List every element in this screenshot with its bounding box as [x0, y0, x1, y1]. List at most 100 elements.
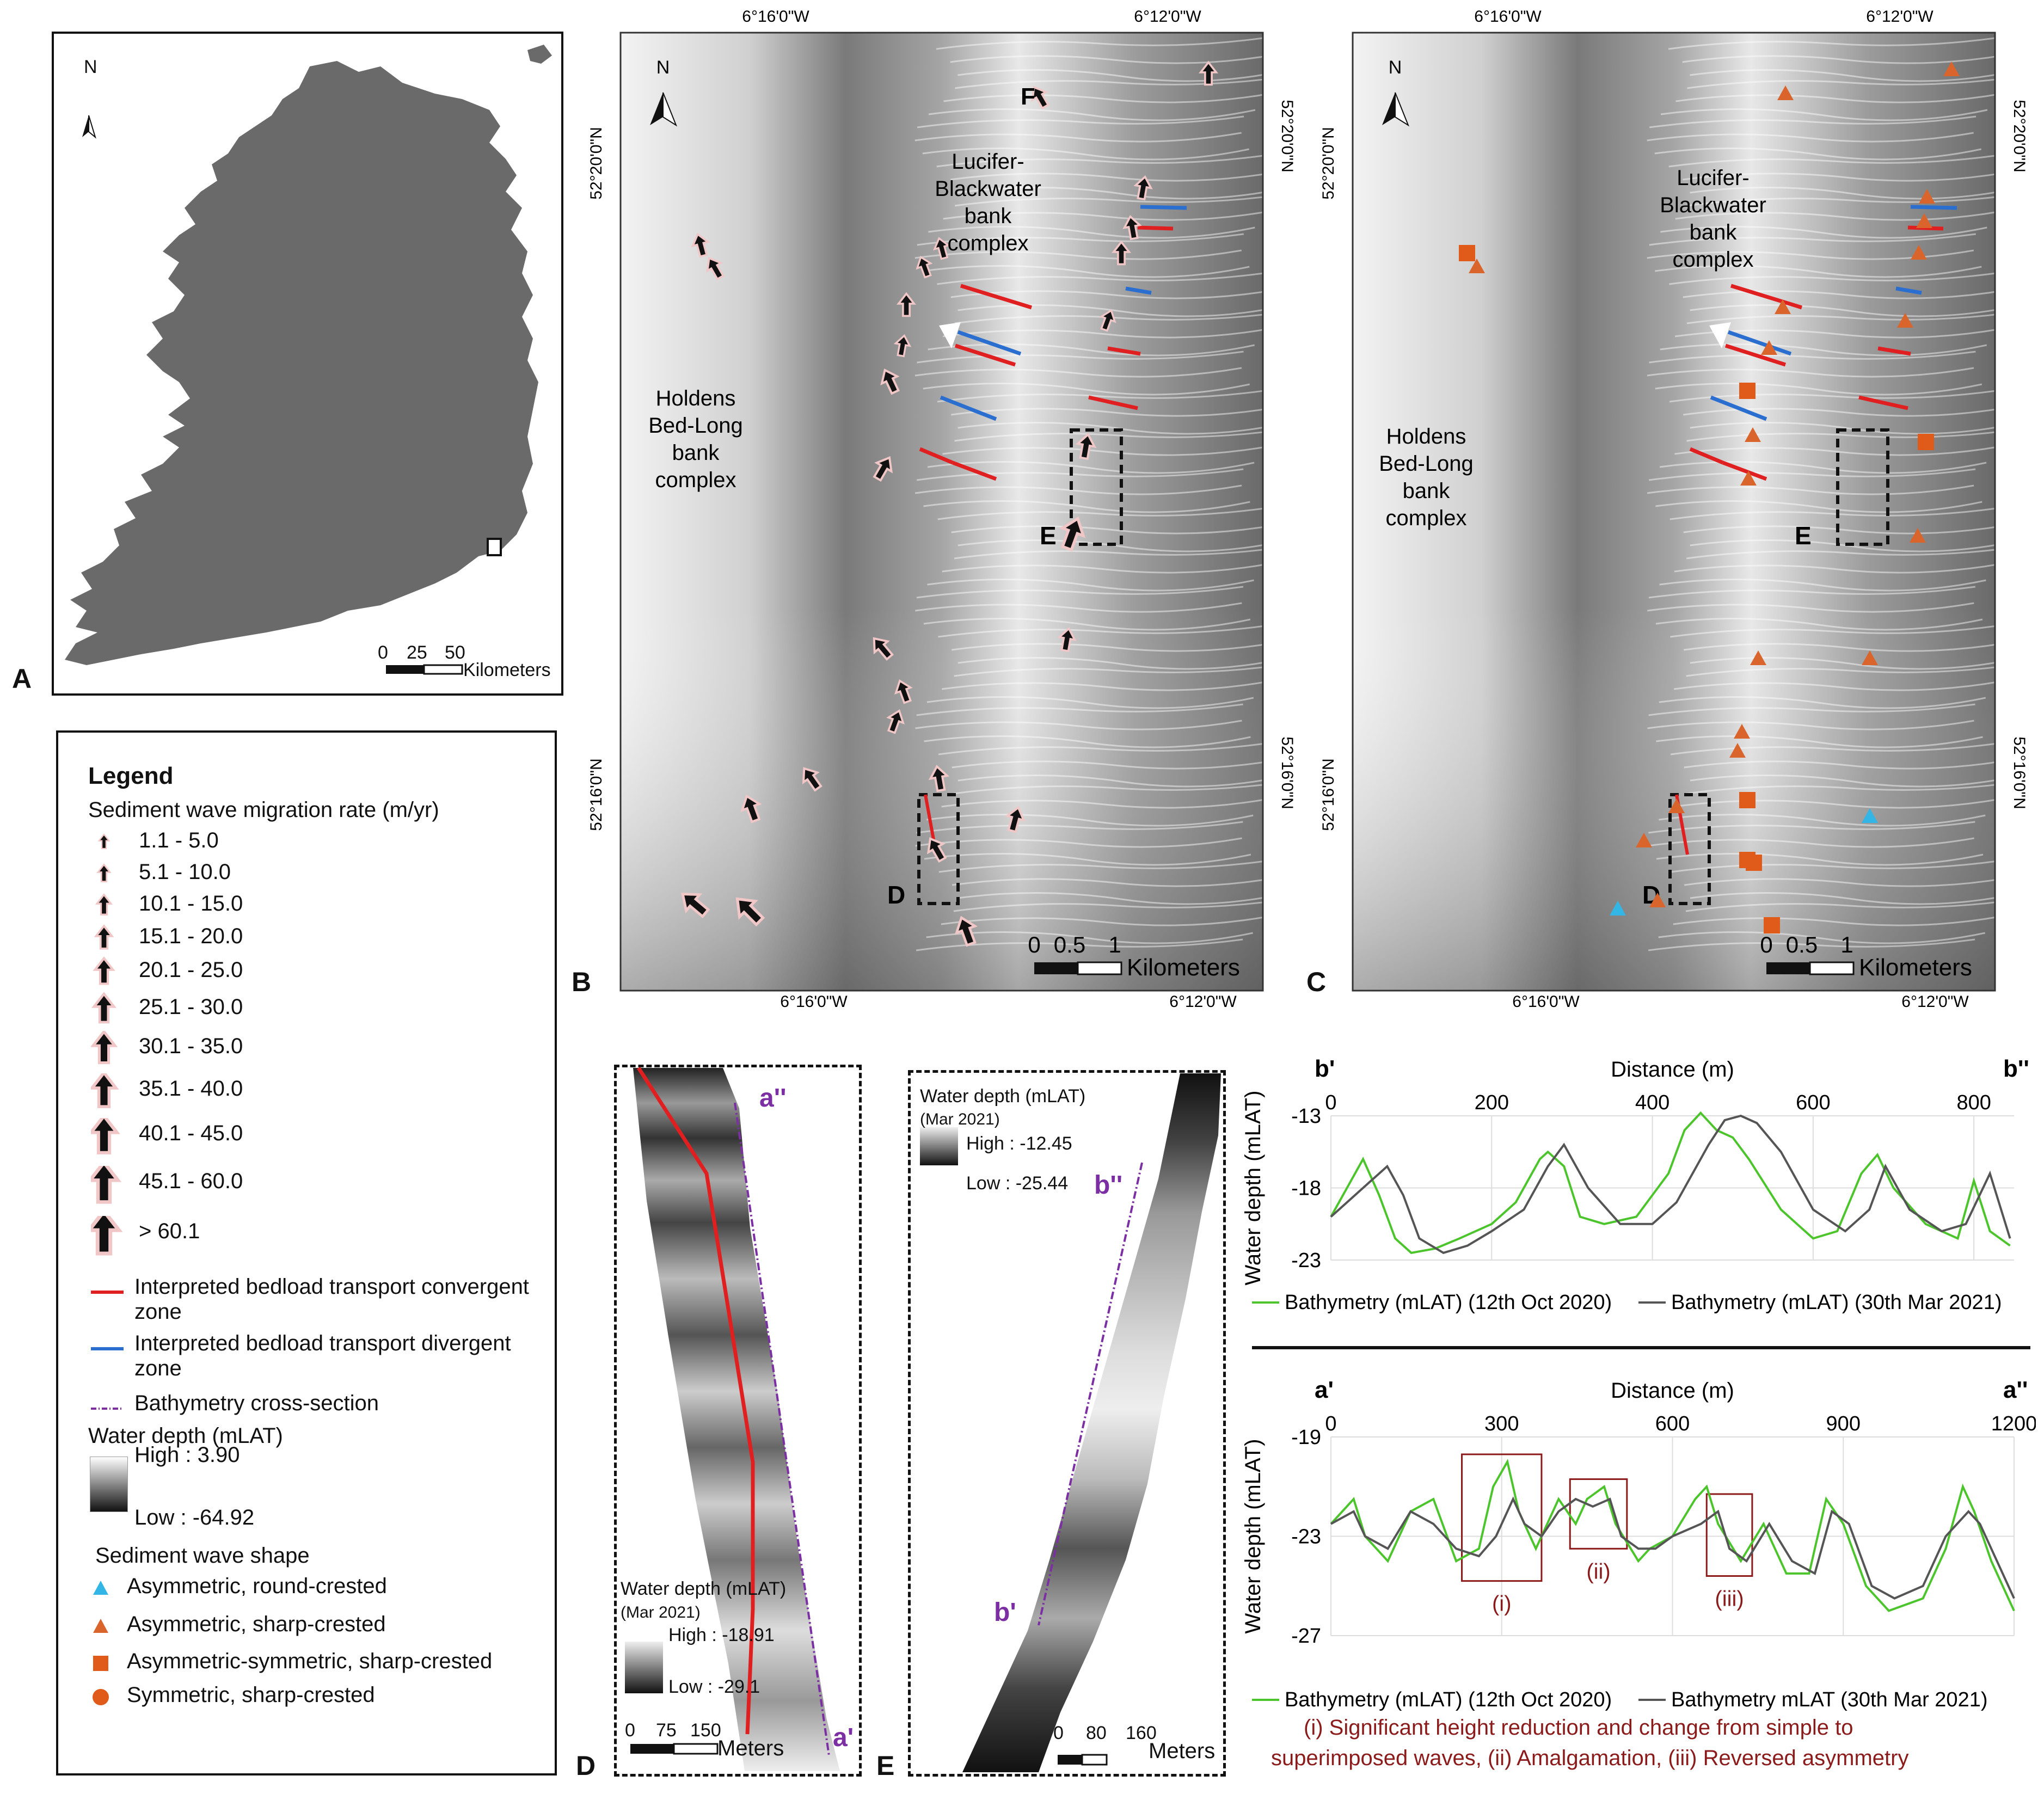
legend-arrow-0	[97, 833, 111, 850]
legend-shape-sharp-label: Asymmetric, sharp-crested	[127, 1612, 386, 1636]
panel-b: D E F Holdens Bed-Long bank complex Lucifer- Bla…	[577, 0, 1301, 1012]
bank-label-holdens: bank	[1403, 479, 1451, 503]
x-tick-label: 800	[1956, 1091, 1991, 1114]
wave-shape-triangle-icon	[1910, 528, 1926, 543]
panel-d-section-line	[734, 1102, 830, 1756]
panel-e-scale-light	[1081, 1754, 1108, 1766]
migration-arrow-icon	[1099, 309, 1116, 332]
wave-shape-square-icon	[1739, 792, 1755, 808]
panel-e-scale-tick-0: 0	[1053, 1723, 1064, 1743]
coord-bottom: 6°16'0"W	[1512, 993, 1580, 1011]
north-arrow-icon	[1382, 92, 1410, 127]
coord-left: 52°16'0"N	[587, 758, 605, 831]
wave-shape-triangle-icon	[1729, 743, 1746, 758]
panel-d-high: High : -18.91	[668, 1625, 775, 1645]
convergent-zone-line	[1107, 346, 1141, 356]
wave-shape-triangle-icon	[1916, 213, 1932, 228]
x-tick-label: 400	[1635, 1091, 1669, 1114]
panel-label-b: B	[572, 967, 592, 997]
coord-bottom: 6°12'0"W	[1901, 993, 1969, 1011]
legend-class-label: 40.1 - 45.0	[139, 1121, 243, 1145]
migration-arrow-icon	[802, 767, 822, 792]
panel-d-depth-title2: (Mar 2021)	[621, 1603, 701, 1621]
migration-arrow-icon	[740, 794, 762, 824]
legend-title: Legend	[88, 763, 174, 789]
panel-d-scale-tick-1: 75	[656, 1720, 677, 1741]
annotation-label: (ii)	[1586, 1559, 1610, 1583]
annotation-label: (i)	[1492, 1592, 1512, 1616]
coord-right: 52°20'0"N	[2010, 100, 2028, 172]
wave-shape-triangle-icon	[1943, 62, 1960, 76]
bank-label-lucifer: Blackwater	[1660, 193, 1766, 217]
x-tick-label: 300	[1484, 1412, 1519, 1435]
bank-label-lucifer: Lucifer-	[1677, 166, 1749, 190]
legend-arrow-4	[93, 956, 115, 985]
panel-e-strip	[962, 1073, 1221, 1772]
convergent-zone-line	[1088, 395, 1138, 410]
x-tick-label: 0	[1325, 1412, 1336, 1435]
migration-arrow-icon	[886, 709, 905, 734]
legend-series-label-0: Bathymetry (mLAT) (12th Oct 2020)	[1285, 1291, 1612, 1314]
wave-shape-triangle-icon	[1862, 650, 1878, 665]
zoom-box-label-d: D	[887, 881, 905, 909]
migration-arrow-icon	[735, 897, 765, 927]
wave-shape-triangle-icon	[1745, 427, 1761, 442]
panel-e-scale-dark	[1058, 1755, 1082, 1765]
legend-class-label: 35.1 - 40.0	[139, 1077, 243, 1101]
map-b: D E F Holdens Bed-Long bank complex Lucifer- Bla…	[587, 8, 1296, 1011]
wave-shape-triangle-icon	[1775, 299, 1791, 314]
panel-d-scale-light	[673, 1743, 719, 1755]
migration-arrow-icon	[91, 1073, 119, 1109]
convergent-zone-line	[1730, 284, 1803, 310]
legend-class-label: 30.1 - 35.0	[139, 1034, 243, 1058]
scale-tick: 0.5	[1054, 932, 1085, 957]
panel-d-scale-dark	[630, 1744, 674, 1754]
panel-e-section-start: b'	[994, 1598, 1016, 1627]
wave-shape-triangle-icon	[1469, 259, 1485, 273]
map-frame	[1352, 32, 1996, 992]
bank-label-lucifer: bank	[1690, 220, 1738, 244]
panel-d-image	[625, 1067, 840, 1771]
wave-shape-triangle-icon	[1897, 313, 1913, 328]
legend-frame: Legend Sediment wave migration rate (m/y…	[56, 730, 557, 1775]
migration-arrow-icon	[97, 833, 111, 850]
migration-arrow-icon	[1198, 60, 1219, 86]
legend-class-label: 5.1 - 10.0	[139, 860, 231, 884]
coord-right: 52°20'0"N	[1278, 100, 1296, 172]
caption-line1: (i) Significant height reduction and cha…	[1304, 1716, 1853, 1740]
north-label: N	[656, 57, 670, 78]
convergent-zone-line	[952, 460, 997, 481]
convergent-zone-line	[1724, 343, 1787, 367]
coord-top: 6°16'0"W	[742, 8, 809, 26]
panel-label-a: A	[12, 663, 32, 694]
coord-left: 52°16'0"N	[1319, 758, 1337, 831]
bank-label-holdens: Bed-Long	[1379, 452, 1473, 476]
migration-arrow-icon	[96, 863, 112, 883]
wave-shape-square-icon	[1918, 434, 1934, 450]
migration-arrow-icon	[1059, 516, 1086, 552]
legend-class-label: > 60.1	[139, 1219, 200, 1243]
island-north	[527, 45, 552, 64]
x-tick-label: 0	[1325, 1091, 1336, 1114]
legend-arrow-7	[91, 1073, 119, 1109]
annotation-box	[1705, 1493, 1753, 1577]
panel-e-scale-tick-2: 160	[1126, 1723, 1157, 1743]
divergent-zone-line	[1125, 286, 1152, 295]
charts-divider	[1252, 1346, 2030, 1349]
migration-arrow-icon	[91, 1166, 122, 1204]
panel-d-section-end: a''	[759, 1084, 787, 1113]
wave-shape-triangle-icon	[1636, 833, 1652, 847]
scale-unit-a: Kilometers	[463, 660, 551, 680]
zoom-box-d	[1668, 793, 1711, 905]
north-label: N	[1389, 57, 1402, 78]
panel-e-depth-ramp	[920, 1127, 958, 1165]
panel-label-e: E	[876, 1750, 895, 1781]
chart-b-profile: 0 200 400 600 800 -13 -18 -23 Distance (m) Water …	[1236, 1034, 2036, 1339]
wave-shape-triangle-icon	[1911, 245, 1927, 260]
zoom-box-e	[1070, 428, 1123, 546]
scale-bar-light	[1077, 961, 1122, 975]
panel-c: D E Holdens Bed-Long bank complex Lucifer- Blac…	[1309, 0, 2044, 1012]
scale-tick: 0	[1028, 932, 1040, 957]
profile-chart-svg: 0 300 600 900 1200 -19 -23 -27 Distance (m) Water…	[1241, 1377, 2037, 1711]
migration-arrow-icon	[873, 637, 894, 661]
